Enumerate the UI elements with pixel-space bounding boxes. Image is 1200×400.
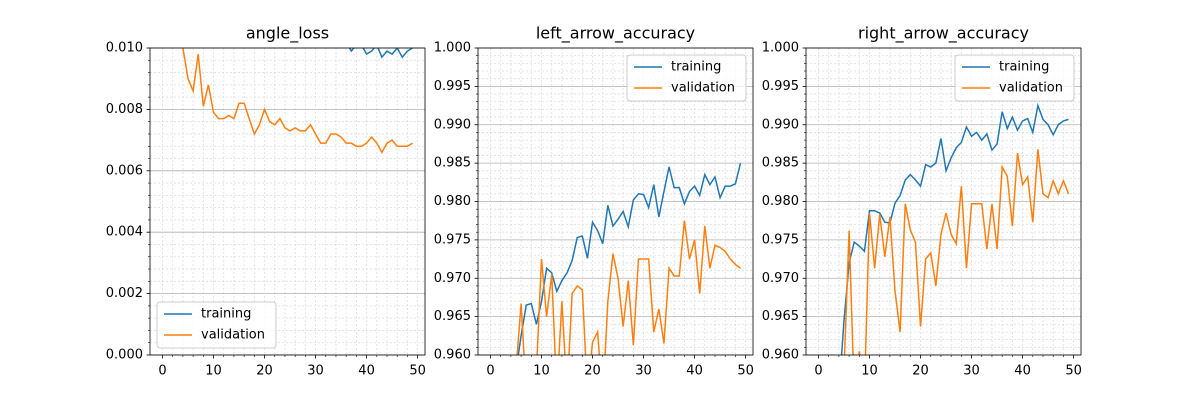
- series-line: [840, 102, 1069, 355]
- y-tick-label: 0.970: [762, 271, 799, 286]
- legend: training validation: [156, 301, 277, 349]
- y-tick-label: 0.980: [434, 194, 471, 209]
- series-line: [516, 220, 741, 355]
- axes-frame: [149, 47, 426, 356]
- subplot: left_arrow_accuracy 0.960 0.965 0.970 0.975 0…: [434, 24, 754, 379]
- y-tick-label: 0.995: [762, 79, 799, 94]
- y-tick-label: 0.975: [434, 232, 471, 247]
- subplot: angle_loss 0.000 0.002 0.004 0.006 0.008 0.010…: [106, 24, 426, 379]
- x-tick-label: 50: [409, 364, 426, 379]
- y-tick-label: 0.000: [106, 348, 143, 363]
- x-tick-label: 0: [158, 364, 166, 379]
- x-tick-label: 50: [1065, 364, 1082, 379]
- y-tick-label: 0.965: [762, 309, 799, 324]
- y-tick-label: 0.990: [434, 117, 471, 132]
- x-tick-label: 10: [533, 364, 550, 379]
- y-tick-label: 0.995: [434, 79, 471, 94]
- legend-label: validation: [671, 81, 735, 96]
- x-tick-label: 20: [256, 364, 273, 379]
- series-line: [348, 48, 413, 59]
- series-line: [517, 162, 742, 355]
- axes-frame: [477, 47, 754, 356]
- legend-label: training: [999, 60, 1049, 75]
- y-tick-label: 0.980: [762, 194, 799, 209]
- y-tick-label: 0.010: [106, 41, 143, 56]
- legend-label: validation: [999, 81, 1063, 96]
- y-tick-label: 0.008: [106, 102, 143, 117]
- y-tick-label: 0.960: [434, 348, 471, 363]
- legend: training validation: [626, 54, 747, 102]
- subplot-title: right_arrow_accuracy: [858, 24, 1029, 44]
- x-tick-label: 30: [307, 364, 324, 379]
- legend-label: training: [671, 60, 721, 75]
- y-tick-label: 0.985: [762, 156, 799, 171]
- y-tick-label: 0.975: [762, 232, 799, 247]
- x-tick-label: 50: [737, 364, 754, 379]
- y-tick-label: 0.970: [434, 271, 471, 286]
- x-tick-label: 0: [814, 364, 822, 379]
- subplot-title: left_arrow_accuracy: [536, 24, 695, 44]
- y-tick-label: 0.006: [106, 163, 143, 178]
- axes-frame: [805, 47, 1082, 356]
- x-tick-label: 10: [205, 364, 222, 379]
- legend: training validation: [954, 54, 1075, 102]
- legend-label: validation: [201, 328, 265, 343]
- y-tick-label: 0.985: [434, 156, 471, 171]
- y-tick-label: 1.000: [762, 41, 799, 56]
- y-tick-label: 0.965: [434, 309, 471, 324]
- series-line: [182, 48, 413, 154]
- x-tick-label: 40: [686, 364, 703, 379]
- y-tick-label: 0.002: [106, 286, 143, 301]
- subplot-title: angle_loss: [246, 24, 329, 44]
- x-tick-label: 30: [963, 364, 980, 379]
- x-tick-label: 0: [486, 364, 494, 379]
- x-tick-label: 40: [1014, 364, 1031, 379]
- legend-label: training: [201, 307, 251, 322]
- subplot: right_arrow_accuracy 0.960 0.965 0.970 0.975…: [762, 24, 1082, 379]
- x-tick-label: 10: [861, 364, 878, 379]
- y-tick-label: 0.960: [762, 348, 799, 363]
- x-tick-label: 20: [912, 364, 929, 379]
- x-tick-label: 30: [635, 364, 652, 379]
- y-tick-label: 0.004: [106, 225, 143, 240]
- x-tick-label: 20: [584, 364, 601, 379]
- y-tick-label: 1.000: [434, 41, 471, 56]
- x-tick-label: 40: [358, 364, 375, 379]
- y-tick-label: 0.990: [762, 117, 799, 132]
- series-line: [843, 149, 1070, 355]
